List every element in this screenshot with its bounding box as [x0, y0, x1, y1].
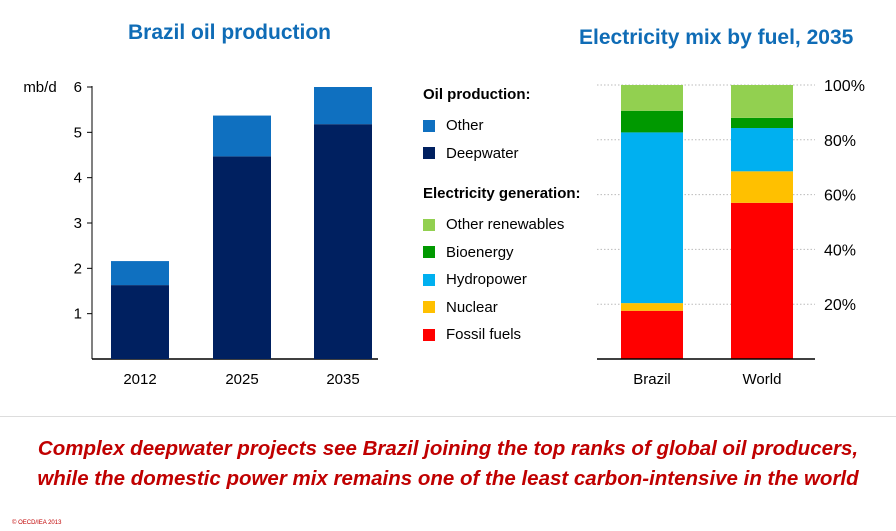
copyright: © OECD/IEA 2013 [12, 520, 62, 526]
bar-deepwater-2035 [314, 124, 372, 359]
bar-hydropower-world [731, 128, 793, 172]
caption-line-1: Complex deepwater projects see Brazil jo… [37, 437, 859, 460]
y-tick-label: 80% [824, 133, 856, 150]
bar-fossil-fuels-brazil [621, 310, 683, 359]
legend-label: Deepwater [446, 144, 519, 162]
x-tick-label: World [743, 371, 782, 388]
y-tick-label: 40% [824, 242, 856, 259]
legend-item: Fossil fuels [423, 321, 581, 349]
bar-nuclear-world [731, 171, 793, 203]
y-tick-label: 2 [74, 260, 82, 277]
legend-swatch [423, 147, 435, 160]
y-axis-unit: mb/d [23, 79, 56, 96]
legend-item: Hydropower [423, 266, 581, 294]
legend-item: Other renewables [423, 211, 581, 239]
bar-hydropower-brazil [621, 132, 683, 304]
bar-other-2025 [213, 115, 271, 157]
x-tick-label: 2035 [326, 371, 359, 388]
legend-label: Fossil fuels [446, 326, 522, 344]
bar-bioenergy-brazil [621, 110, 683, 133]
bar-nuclear-brazil [621, 303, 683, 311]
x-tick-label: Brazil [633, 371, 671, 388]
y-tick-label: 6 [74, 79, 82, 96]
legend-label: Other [446, 117, 484, 135]
y-tick-label: 4 [74, 170, 82, 187]
bar-other-2035 [314, 87, 372, 125]
divider [0, 416, 896, 417]
y-tick-label: 5 [74, 124, 82, 141]
legend-swatch [423, 218, 435, 231]
left-chart-title: Brazil oil production [128, 21, 331, 44]
caption-line-2: while the domestic power mix remains one… [37, 467, 859, 490]
y-tick-label: 3 [74, 215, 82, 232]
legend-item: Nuclear [423, 294, 581, 322]
bar-bioenergy-world [731, 117, 793, 129]
legend-label: Bioenergy [446, 243, 514, 261]
legend: Oil production: Other Deepwater Electrici… [423, 86, 581, 349]
bar-other-2012 [111, 261, 169, 286]
bar-fossil-fuels-world [731, 202, 793, 359]
y-tick-label: 20% [824, 297, 856, 314]
caption: Complex deepwater projects see Brazil jo… [0, 434, 896, 494]
y-tick-label: 100% [824, 78, 865, 95]
bar-deepwater-2012 [111, 285, 169, 359]
legend-swatch [423, 301, 435, 314]
x-tick-label: 2025 [225, 371, 258, 388]
legend-label: Other renewables [446, 216, 565, 234]
legend-oil-heading: Oil production: [423, 86, 531, 103]
legend-swatch [423, 273, 435, 286]
x-tick-label: 2012 [123, 371, 156, 388]
legend-swatch [423, 328, 435, 341]
legend-label: Hydropower [446, 271, 527, 289]
bar-other-renewables-world [731, 85, 793, 118]
bar-deepwater-2025 [213, 156, 271, 359]
y-tick-label: 1 [74, 306, 82, 323]
bar-other-renewables-brazil [621, 85, 683, 111]
legend-item: Other [423, 112, 581, 140]
legend-item: Bioenergy [423, 239, 581, 267]
right-chart-title: Electricity mix by fuel, 2035 [579, 26, 854, 49]
legend-swatch [423, 246, 435, 259]
legend-item: Deepwater [423, 140, 581, 168]
legend-swatch [423, 119, 435, 132]
legend-label: Nuclear [446, 298, 498, 316]
legend-electricity-heading: Electricity generation: [423, 185, 581, 202]
y-tick-label: 60% [824, 188, 856, 205]
